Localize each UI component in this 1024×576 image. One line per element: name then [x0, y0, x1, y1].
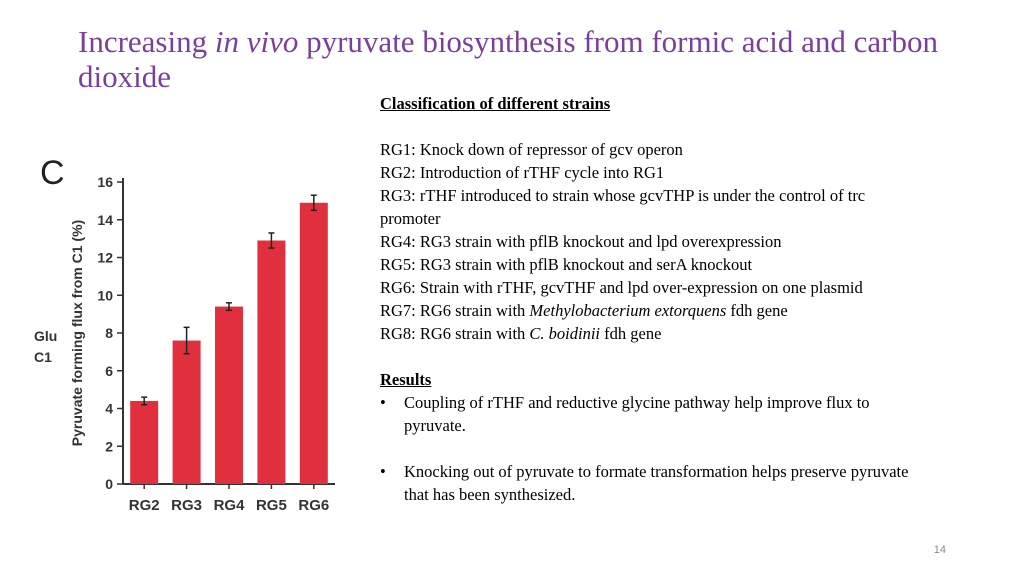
classification-line-pre: RG1: Knock down of repressor of gcv oper… [380, 140, 683, 159]
chart-side-label-c1: C1 [34, 349, 52, 365]
chart-side-label-glu: Glu [34, 328, 57, 344]
title-pre: Increasing [78, 24, 215, 59]
y-tick-label: 8 [105, 325, 113, 341]
classification-line: RG5: RG3 strain with pflB knockout and s… [380, 253, 920, 276]
result-bullet-2: • Knocking out of pyruvate to formate tr… [380, 460, 920, 506]
classification-line-pre: RG8: RG6 strain with [380, 324, 530, 343]
y-tick-label: 4 [105, 401, 113, 417]
bullet-dot: • [380, 393, 386, 412]
classification-line-pre: RG2: Introduction of rTHF cycle into RG1 [380, 163, 665, 182]
y-tick-label: 10 [97, 287, 113, 303]
y-tick-label: 2 [105, 438, 113, 454]
results-heading: Results [380, 370, 432, 389]
result-text-2: Knocking out of pyruvate to formate tran… [404, 462, 909, 504]
bar-rg6 [299, 202, 328, 484]
classification-line: RG7: RG6 strain with Methylobacterium ex… [380, 299, 920, 322]
spacer [380, 345, 920, 368]
y-tick-label: 0 [105, 476, 113, 492]
classification-line: RG2: Introduction of rTHF cycle into RG1 [380, 161, 920, 184]
classification-line-pre: RG5: RG3 strain with pflB knockout and s… [380, 255, 753, 274]
y-tick-label: 14 [97, 212, 113, 228]
chart-panel-label: C [40, 154, 65, 192]
classification-line: RG4: RG3 strain with pflB knockout and l… [380, 230, 920, 253]
slide-title: Increasing in vivo pyruvate biosynthesis… [78, 24, 978, 94]
title-italic: in vivo [214, 24, 299, 59]
spacer [380, 437, 920, 460]
result-text-1: Coupling of rTHF and reductive glycine p… [404, 393, 870, 435]
classification-line-pre: RG7: RG6 strain with [380, 301, 530, 320]
classification-line-pre: RG4: RG3 strain with pflB knockout and l… [380, 232, 782, 251]
bar-rg2 [130, 400, 159, 484]
classification-line-post: fdh gene [600, 324, 662, 343]
y-tick-label: 12 [97, 250, 113, 266]
classification-line-post: fdh gene [726, 301, 788, 320]
classification-line-pre: RG3: rTHF introduced to strain whose gcv… [380, 186, 866, 228]
x-tick-label-rg3: RG3 [171, 497, 202, 514]
bullet-dot: • [380, 462, 386, 481]
x-tick-label-rg6: RG6 [298, 497, 329, 514]
classification-line: RG3: rTHF introduced to strain whose gcv… [380, 184, 920, 230]
x-tick-label-rg5: RG5 [256, 497, 287, 514]
bar-rg5 [257, 240, 286, 484]
bar-chart-svg: C Glu C1 Pyruvate forming flux from C1 (%) 0… [34, 154, 335, 514]
y-tick-label: 16 [97, 174, 113, 190]
classification-line: RG6: Strain with rTHF, gcvTHF and lpd ov… [380, 276, 920, 299]
classification-line-pre: RG6: Strain with rTHF, gcvTHF and lpd ov… [380, 278, 863, 297]
title-post: pyruvate biosynthesis from formic acid a… [78, 24, 938, 94]
classification-line: RG1: Knock down of repressor of gcv oper… [380, 138, 920, 161]
classification-line: RG8: RG6 strain with C. boidinii fdh gen… [380, 322, 920, 345]
result-bullet-1: • Coupling of rTHF and reductive glycine… [380, 391, 920, 437]
x-tick-label-rg2: RG2 [129, 497, 160, 514]
x-tick-label-rg4: RG4 [214, 497, 246, 514]
bar-rg4 [215, 306, 243, 484]
classification-heading: Classification of different strains [380, 94, 611, 113]
text-panel: Classification of different strains RG1:… [380, 92, 920, 506]
classification-list: RG1: Knock down of repressor of gcv oper… [380, 138, 920, 345]
bar-rg3 [172, 340, 201, 484]
page-number: 14 [933, 544, 946, 556]
y-tick-label: 6 [105, 363, 113, 379]
spacer [380, 115, 920, 138]
classification-line-italic: C. boidinii [529, 324, 601, 343]
y-axis-label: Pyruvate forming flux from C1 (%) [69, 220, 85, 446]
bar-chart: C Glu C1 Pyruvate forming flux from C1 (%) 0… [30, 148, 350, 526]
classification-line-italic: Methylobacterium extorquens [529, 301, 727, 320]
